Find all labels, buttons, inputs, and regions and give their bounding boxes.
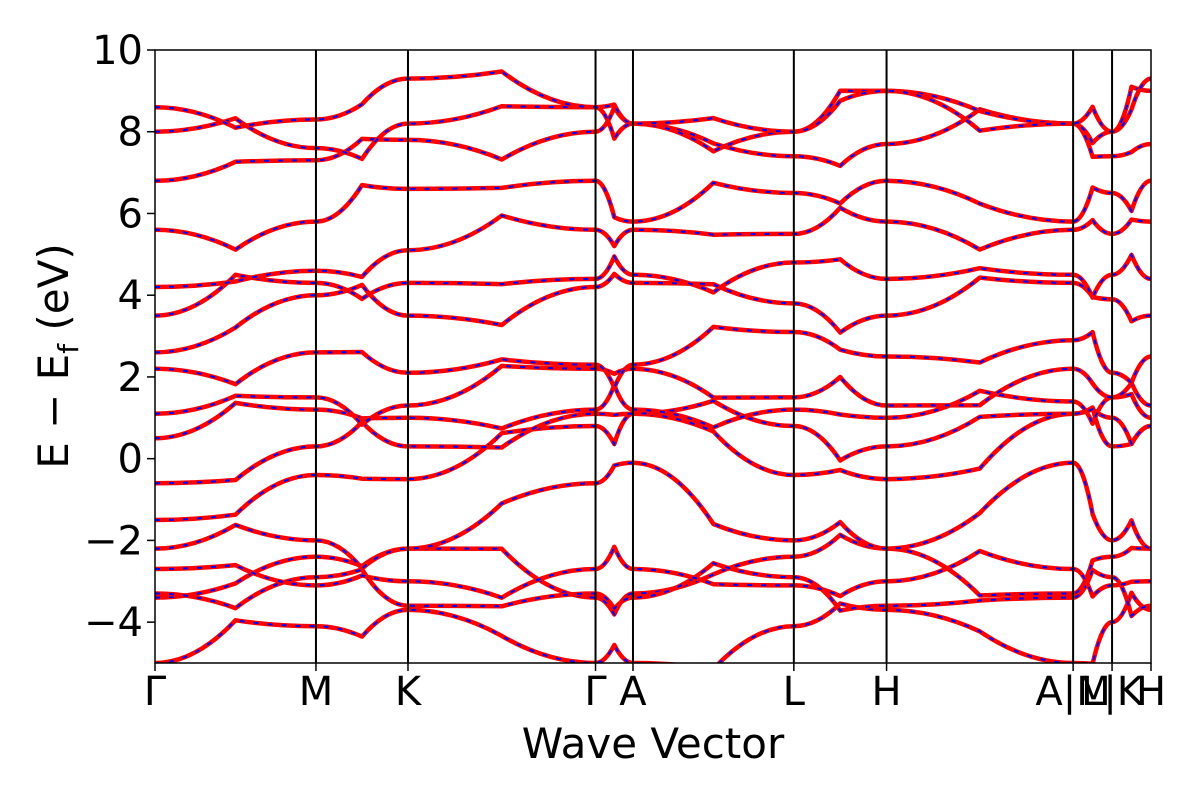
band-overlay-dashed [155,562,1151,618]
y-tick-label: 2 [118,355,143,401]
x-axis-label: Wave Vector [522,719,785,768]
band-line [155,324,1151,391]
band-line [155,84,1151,162]
plot-frame [154,49,1152,664]
band-line [155,382,1151,441]
band-line [155,460,1151,571]
band-overlay-dashed [155,544,1151,599]
band-line [155,271,1151,355]
band-line [155,398,1151,486]
x-tick-label: L|K [1081,669,1145,715]
y-tick-label: 4 [118,273,143,319]
x-axis: Γ M K Γ A L H A|ML|KH [144,663,1166,715]
band-line [155,532,1151,617]
band-overlay-dashed [155,364,1151,427]
band-overlay-dashed [155,179,1151,251]
band-line [155,104,1151,184]
band-line [155,590,1151,663]
band-overlay-dashed [155,590,1151,663]
band-overlay-dashed [155,533,1151,617]
x-tick-label: L [783,669,806,715]
band-overlay-dashed [155,461,1151,570]
y-axis-label: E − Ef (eV) [29,243,85,469]
y-tick-label: −2 [84,518,143,564]
y-tick-label: −4 [84,600,143,646]
x-tick-label: Γ [144,669,167,715]
band-line [155,405,1151,523]
y-axis-label-unit: (eV) [29,243,78,344]
band-overlay-dashed [155,272,1151,354]
high-symmetry-lines [314,50,1114,663]
y-axis-label-main: E − E [29,354,78,469]
y-tick-label: 0 [118,437,143,483]
y-axis: −4 −2 0 2 4 6 8 10 [84,28,155,646]
band-line [155,252,1151,318]
x-tick-label: A|M [1035,669,1110,715]
y-axis-label-sub: f [52,343,85,354]
band-line [155,69,1151,141]
x-tick-label: K [395,669,423,715]
band-line [155,205,1151,290]
x-tick-label: M [299,669,334,715]
band-overlay-dashed [155,405,1151,521]
band-overlay-dashed [155,252,1151,317]
band-overlay-dashed [155,325,1151,391]
band-overlay-dashed [155,70,1151,142]
y-tick-label: 6 [118,191,143,237]
x-tick-label: H [872,669,902,715]
y-tick-label: 10 [92,28,143,74]
x-tick-label: A [619,669,647,715]
bands-layer [155,69,1151,663]
y-tick-label: 8 [118,110,143,156]
x-tick-label: H [1136,669,1166,715]
x-tick-label: Γ [584,669,607,715]
